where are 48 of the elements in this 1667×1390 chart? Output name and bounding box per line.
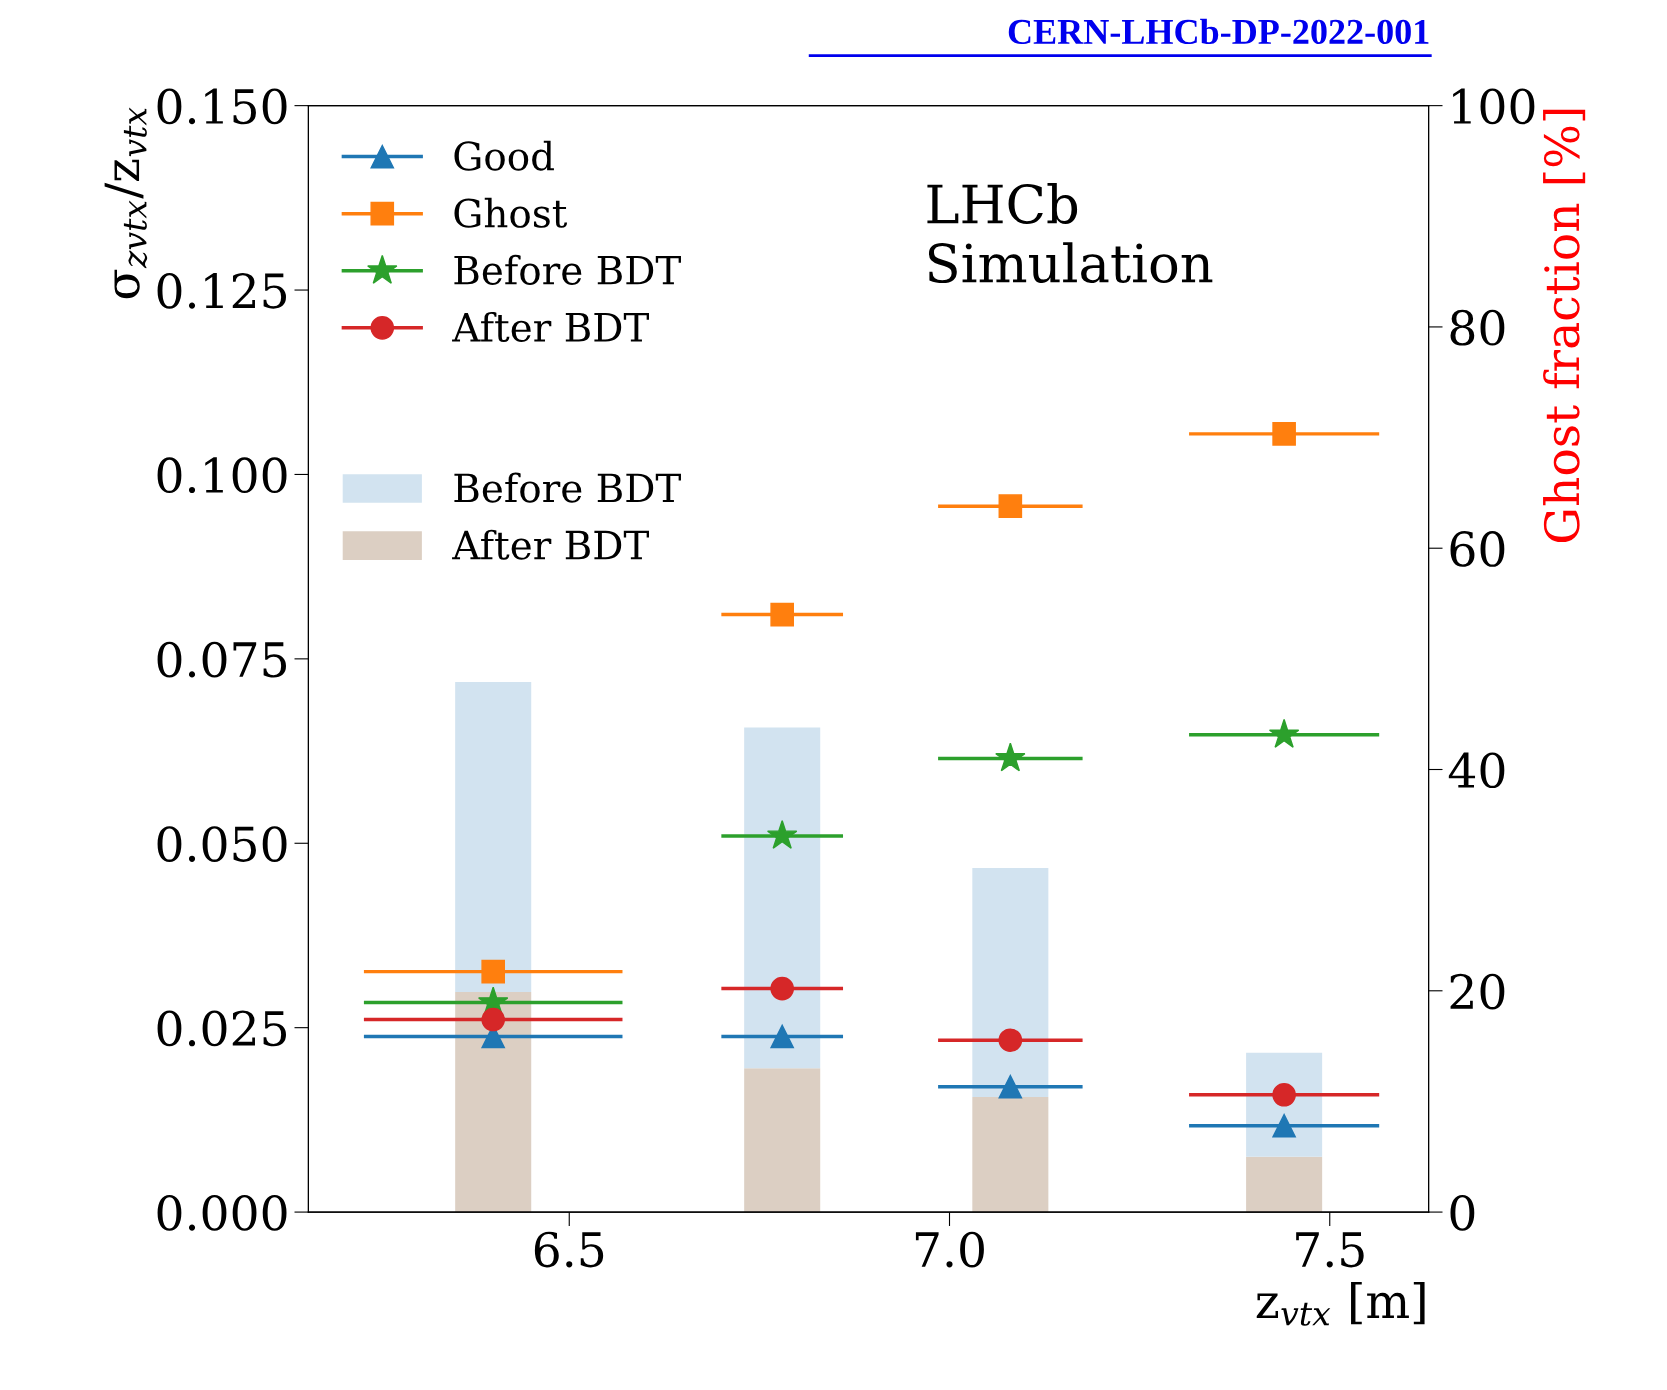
- point: [1268, 718, 1300, 748]
- y-tick-label: 0.125: [157, 272, 286, 309]
- point: [998, 494, 1023, 518]
- y2-tick-label: 80: [1450, 309, 1505, 346]
- x-axis-title: z$_{vtx}$ [m]: [1256, 1282, 1425, 1326]
- point: [481, 959, 506, 984]
- x-tick-label: 7.0: [915, 1231, 984, 1268]
- legend-label: Before BDT: [454, 472, 681, 503]
- point: [1272, 1113, 1296, 1138]
- bar: [972, 867, 1049, 1098]
- point: [995, 742, 1026, 772]
- bar: [455, 991, 532, 1213]
- y-tick-label: 0.100: [157, 457, 287, 494]
- x-tick-label: 7.5: [1296, 1232, 1364, 1268]
- legend-label: Before BDT: [454, 254, 681, 285]
- y-axis-title: σ$_{zvtx}$/z$_{vtx}$: [104, 107, 148, 299]
- y-tick-label: 0.050: [157, 826, 287, 862]
- bar: [1246, 1156, 1323, 1213]
- bar: [972, 1097, 1049, 1213]
- annotation: LHCb Simulation: [927, 183, 1213, 284]
- point: [766, 819, 798, 849]
- point: [1272, 422, 1296, 446]
- legend-label: Ghost: [454, 197, 568, 228]
- point: [481, 1007, 506, 1032]
- x-tick-label: 6.5: [534, 1231, 604, 1268]
- y2-tick-label: 20: [1450, 973, 1505, 1010]
- point: [998, 1074, 1023, 1099]
- bar: [744, 727, 821, 1069]
- bar: [744, 1068, 821, 1213]
- y2-tick-label: 0: [1450, 1194, 1475, 1231]
- legend-label: Good: [454, 140, 554, 171]
- bar: [455, 682, 532, 992]
- y-tick-label: 0.150: [157, 88, 287, 125]
- legend-label: After BDT: [452, 529, 649, 560]
- y2-tick-label: 40: [1448, 752, 1505, 789]
- point: [770, 976, 794, 1001]
- y-tick-label: 0.025: [157, 1010, 286, 1047]
- legend-label: After BDT: [452, 311, 649, 342]
- y2-axis-title: Ghost fraction [%]: [1543, 109, 1586, 543]
- y-tick-label: 0.075: [157, 641, 286, 678]
- text: CERN-LHCb-DP-2022-001: [1008, 18, 1429, 45]
- point: [1272, 1082, 1296, 1107]
- point: [998, 1028, 1023, 1053]
- y2-tick-label: 60: [1450, 531, 1505, 567]
- y2-tick-label: 100: [1453, 88, 1535, 125]
- point: [770, 602, 794, 627]
- point: [770, 1024, 794, 1049]
- y-tick-label: 0.000: [157, 1194, 287, 1231]
